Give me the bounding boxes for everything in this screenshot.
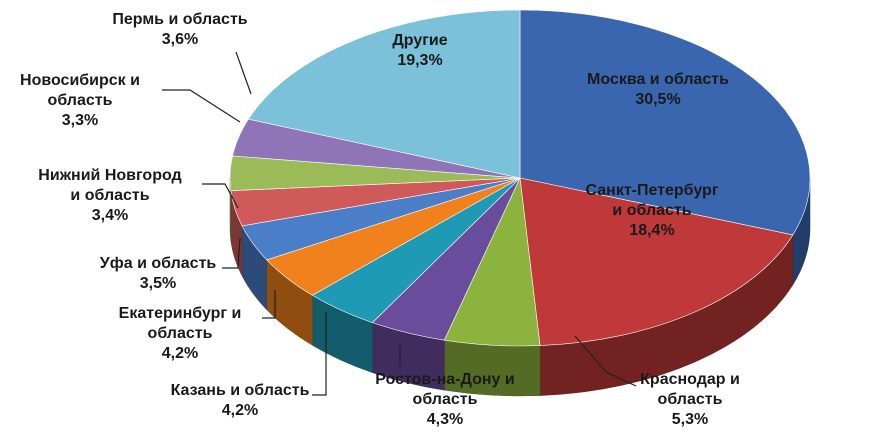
category-label: Нижний Новгород и область [38,167,181,204]
label-line: область [48,92,113,109]
leader-line [235,51,252,95]
slice [247,9,521,179]
category-label: Другие [392,32,447,49]
leader-line [574,335,637,387]
leader-line [222,237,241,269]
value-label: 5,3% [672,411,708,428]
label-line: область [413,391,478,408]
label-line: Москва и область [587,71,729,88]
label-line: область [148,325,213,342]
category-label: Пермь и область [112,11,247,28]
value-label: 4,2% [222,402,258,419]
leader-line [162,89,241,123]
value-label: 19,3% [397,52,442,69]
label-line: Уфа и область [100,255,217,272]
category-label: Ростов-на-Дону и область [375,371,514,408]
category-label: Уфа и область [100,255,217,272]
category-label: Краснодар и область [640,371,740,408]
category-label: Москва и область [587,71,729,88]
label-line: Пермь и область [112,11,247,28]
category-label: Екатеринбург и область [119,305,242,342]
value-label: 3,5% [140,275,176,292]
label-line: Другие [392,32,447,49]
label-line: и область [70,187,149,204]
label-line: область [658,391,723,408]
value-label: 4,3% [427,411,463,428]
slice [519,9,811,236]
label-line: Нижний Новгород [38,167,181,184]
label-line: Краснодар и [640,371,740,388]
value-label: 3,4% [92,207,128,224]
category-label: Санкт-Петербург и область [586,182,719,219]
category-label: Новосибирск и область [20,72,140,109]
label-line: Ростов-на-Дону и [375,371,514,388]
label-line: Новосибирск и [20,72,140,89]
leader-line [262,290,276,319]
value-label: 30,5% [635,91,680,108]
value-label: 18,4% [629,222,674,239]
value-label: 3,3% [62,112,98,129]
category-label: Казань и область [171,382,310,399]
leader-line [202,183,239,209]
value-label: 4,2% [162,345,198,362]
label-line: Екатеринбург и [119,305,242,322]
leader-line [312,312,327,396]
label-line: Казань и область [171,382,310,399]
label-line: Санкт-Петербург [586,182,719,199]
slice [519,177,794,346]
value-label: 3,6% [162,31,198,48]
label-line: и область [612,202,691,219]
